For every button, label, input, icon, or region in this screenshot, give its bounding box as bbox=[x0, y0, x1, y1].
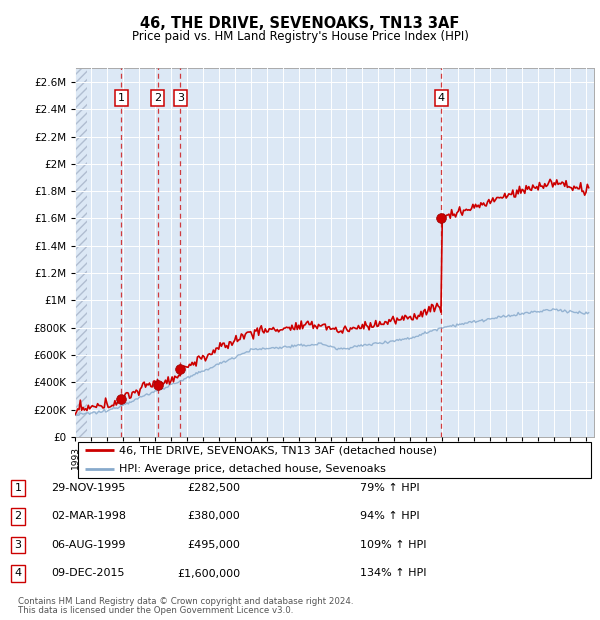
Text: 2: 2 bbox=[154, 93, 161, 104]
Text: 94% ↑ HPI: 94% ↑ HPI bbox=[360, 512, 419, 521]
Text: 2: 2 bbox=[14, 512, 22, 521]
Text: This data is licensed under the Open Government Licence v3.0.: This data is licensed under the Open Gov… bbox=[18, 606, 293, 615]
Text: Contains HM Land Registry data © Crown copyright and database right 2024.: Contains HM Land Registry data © Crown c… bbox=[18, 597, 353, 606]
Bar bbox=[75, 68, 87, 437]
Text: 1: 1 bbox=[14, 483, 22, 493]
Text: 09-DEC-2015: 09-DEC-2015 bbox=[51, 569, 125, 578]
Text: 46, THE DRIVE, SEVENOAKS, TN13 3AF (detached house): 46, THE DRIVE, SEVENOAKS, TN13 3AF (deta… bbox=[119, 445, 437, 455]
Text: 79% ↑ HPI: 79% ↑ HPI bbox=[360, 483, 419, 493]
Text: 3: 3 bbox=[14, 540, 22, 550]
Text: 1: 1 bbox=[118, 93, 125, 104]
Text: 02-MAR-1998: 02-MAR-1998 bbox=[51, 512, 126, 521]
Text: £282,500: £282,500 bbox=[187, 483, 240, 493]
Text: 109% ↑ HPI: 109% ↑ HPI bbox=[360, 540, 427, 550]
Text: HPI: Average price, detached house, Sevenoaks: HPI: Average price, detached house, Seve… bbox=[119, 464, 386, 474]
Text: 4: 4 bbox=[14, 569, 22, 578]
Text: 46, THE DRIVE, SEVENOAKS, TN13 3AF: 46, THE DRIVE, SEVENOAKS, TN13 3AF bbox=[140, 16, 460, 30]
Text: 134% ↑ HPI: 134% ↑ HPI bbox=[360, 569, 427, 578]
Text: 06-AUG-1999: 06-AUG-1999 bbox=[51, 540, 125, 550]
Text: 3: 3 bbox=[177, 93, 184, 104]
Text: £1,600,000: £1,600,000 bbox=[177, 569, 240, 578]
Text: £495,000: £495,000 bbox=[187, 540, 240, 550]
Text: 4: 4 bbox=[438, 93, 445, 104]
FancyBboxPatch shape bbox=[77, 442, 592, 479]
Text: £380,000: £380,000 bbox=[187, 512, 240, 521]
Text: 29-NOV-1995: 29-NOV-1995 bbox=[51, 483, 125, 493]
Text: Price paid vs. HM Land Registry's House Price Index (HPI): Price paid vs. HM Land Registry's House … bbox=[131, 30, 469, 43]
